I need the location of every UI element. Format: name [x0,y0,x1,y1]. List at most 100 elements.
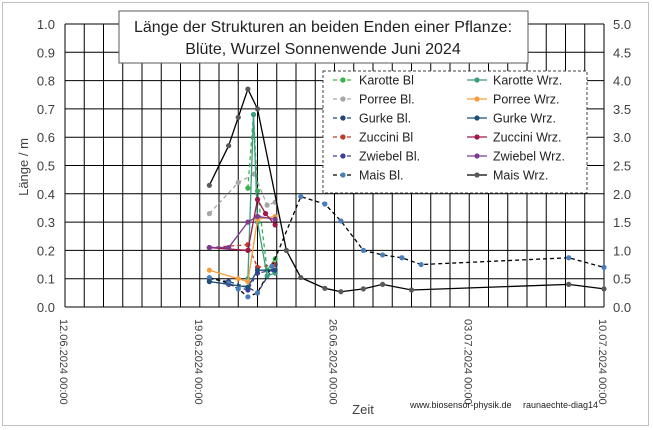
data-point [206,211,212,217]
y2-tick-label: 3.0 [613,130,631,145]
legend-label: Gurke Bl. [359,112,411,126]
data-point [254,106,261,112]
data-point [566,281,572,287]
data-point [338,218,344,224]
series-line [208,173,276,215]
data-point [254,196,261,203]
data-point [250,111,257,118]
data-point [360,286,366,292]
y-tick-label: 0.9 [37,45,55,60]
y-tick-label: 0.8 [37,74,55,89]
y-tick-label: 1.0 [37,17,55,32]
data-point [264,202,270,208]
chart-title-box: Länge der Strukturen an beiden Enden ein… [118,10,529,64]
legend: Karotte Bl Karotte Wrz. Porree Bl. Porree W… [322,70,588,194]
y-tick-label: 0.1 [37,272,55,287]
data-point [601,264,607,270]
legend-marker [474,77,480,83]
series-porree-wrz- [206,213,278,285]
legend-label: Porree Wrz. [493,93,559,107]
legend-label: Mais Wrz. [493,169,548,183]
data-point [360,247,366,253]
y-tick-label: 0.5 [37,159,55,174]
y2-tick-label: 0.0 [613,300,631,315]
y-tick-label: 0.2 [37,243,55,258]
y2-tick-label: 3.5 [613,102,631,117]
data-point [206,274,212,281]
x-tick-label: 03.07.2024 00:00 [461,319,473,405]
legend-marker [340,153,346,159]
series-line [209,269,276,288]
y-axis-label: Länge / m [16,138,31,196]
y2-tick-label: 4.0 [613,74,631,89]
chart-title-line-2: Blüte, Wurzel Sonnenwende Juni 2024 [185,41,461,58]
data-point [264,273,270,279]
y-tick-label: 0.4 [37,187,55,202]
legend-item: Gurke Wrz. [467,112,556,126]
data-point [206,182,212,188]
legend-marker [340,115,346,121]
data-point [245,219,251,225]
data-point [262,211,269,217]
y2-tick-label: 0.5 [613,272,631,287]
data-point [245,185,251,191]
legend-label: Zuccini Wrz. [493,131,562,145]
legend-label: Zwiebel Wrz. [493,150,565,164]
data-point [206,278,212,285]
legend-item: Zuccini Wrz. [467,131,562,145]
y-tick-label: 0.6 [37,130,55,145]
data-point [322,285,328,291]
y-tick-label: 0.0 [37,300,55,315]
legend-marker [474,115,480,121]
plot-area [206,86,607,300]
y-tick-label: 0.7 [37,102,55,117]
legend-label: Gurke Wrz. [493,112,556,126]
data-point [245,294,251,300]
data-point [254,267,261,273]
legend-item: Porree Bl. [333,93,415,107]
x-tick-label: 10.07.2024 00:00 [596,319,608,405]
series-line [209,195,605,298]
legend-item: Karotte Wrz. [467,74,562,88]
data-point [226,244,232,251]
data-point [272,222,278,228]
data-point [206,267,212,273]
data-point [418,261,424,268]
data-point [206,244,212,251]
data-point [254,213,261,220]
x-tick-label: 26.06.2024 00:00 [327,319,339,405]
data-point [566,255,572,261]
y2-tick-label: 1.0 [613,243,631,258]
legend-item: Zwiebel Bl. [333,150,420,164]
y2-tick-label: 4.5 [613,45,631,60]
data-point [399,255,405,261]
x-tick-label: 12.06.2024 00:00 [57,319,69,405]
data-point [272,216,278,222]
data-point [245,247,251,253]
legend-item: Mais Wrz. [467,169,548,183]
y2-tick-label: 2.0 [613,187,631,202]
series-mais-bl- [206,194,607,300]
series-mais-wrz- [206,86,607,295]
legend-label: Zuccini Bl [359,131,413,145]
data-point [245,284,251,290]
data-point [226,143,232,149]
legend-label: Mais Bl. [359,169,403,183]
x-axis-label: Zeit [352,402,374,417]
legend-marker [340,77,346,83]
data-point [254,290,261,296]
data-point [235,276,241,282]
legend-item: Karotte Bl [333,74,414,88]
chart-svg: 0.0 0.1 0.2 0.3 0.4 0.5 0.6 0.7 0.8 0.9 1.0 0.0 0.5 1… [16,10,631,417]
data-point [235,114,241,120]
legend-marker [474,134,480,140]
series-zuccini-wrz- [206,196,278,253]
data-point [338,289,344,295]
legend-marker [474,153,480,159]
x-tick-label: 19.06.2024 00:00 [192,319,204,405]
data-point [235,179,241,186]
data-point [269,263,275,269]
footer-diagram-id: raunaechte-diag14 [523,400,598,410]
data-point [601,286,607,292]
legend-item: Zuccini Bl [333,131,413,145]
